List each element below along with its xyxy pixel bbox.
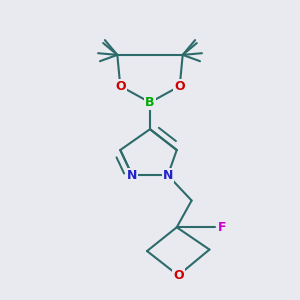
Text: O: O — [174, 80, 185, 93]
Text: O: O — [173, 269, 184, 282]
Text: B: B — [145, 96, 155, 109]
Text: N: N — [127, 169, 137, 182]
Text: N: N — [163, 169, 173, 182]
Text: F: F — [218, 221, 226, 234]
Text: O: O — [115, 80, 126, 93]
